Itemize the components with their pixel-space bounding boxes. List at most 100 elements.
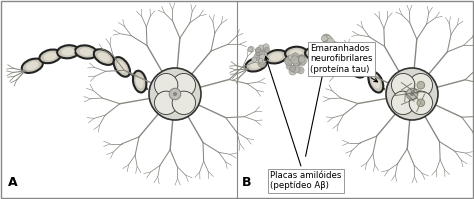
Circle shape bbox=[386, 68, 438, 120]
Ellipse shape bbox=[347, 59, 365, 78]
Circle shape bbox=[297, 68, 301, 72]
Circle shape bbox=[322, 34, 331, 43]
Circle shape bbox=[248, 46, 254, 52]
Ellipse shape bbox=[62, 48, 75, 56]
Circle shape bbox=[320, 43, 328, 51]
Circle shape bbox=[155, 73, 178, 97]
Circle shape bbox=[293, 60, 299, 66]
Circle shape bbox=[289, 55, 294, 60]
Circle shape bbox=[257, 49, 265, 57]
Circle shape bbox=[327, 44, 333, 50]
Circle shape bbox=[257, 51, 264, 58]
Text: B: B bbox=[242, 176, 252, 189]
Circle shape bbox=[256, 52, 260, 56]
Ellipse shape bbox=[22, 59, 43, 73]
Circle shape bbox=[263, 57, 268, 62]
Ellipse shape bbox=[136, 75, 144, 88]
Circle shape bbox=[297, 59, 303, 65]
Circle shape bbox=[297, 67, 304, 74]
Circle shape bbox=[323, 42, 331, 50]
Circle shape bbox=[327, 52, 331, 57]
Circle shape bbox=[289, 68, 296, 75]
Circle shape bbox=[324, 42, 331, 49]
Ellipse shape bbox=[326, 52, 346, 67]
Ellipse shape bbox=[39, 50, 61, 63]
Circle shape bbox=[323, 41, 332, 49]
Circle shape bbox=[328, 50, 333, 55]
Ellipse shape bbox=[265, 50, 287, 63]
Circle shape bbox=[409, 73, 432, 97]
Circle shape bbox=[333, 42, 337, 46]
Ellipse shape bbox=[98, 52, 110, 62]
Circle shape bbox=[263, 44, 269, 50]
Circle shape bbox=[299, 56, 305, 63]
Circle shape bbox=[392, 91, 415, 115]
Circle shape bbox=[296, 58, 302, 64]
Ellipse shape bbox=[250, 60, 263, 69]
Ellipse shape bbox=[133, 71, 146, 93]
Ellipse shape bbox=[290, 49, 302, 57]
Circle shape bbox=[326, 44, 333, 50]
Circle shape bbox=[286, 63, 292, 69]
Circle shape bbox=[284, 57, 293, 65]
Circle shape bbox=[319, 50, 328, 58]
Text: Emaranhados
neurofibrilares
(proteína tau): Emaranhados neurofibrilares (proteína ta… bbox=[310, 44, 378, 82]
Circle shape bbox=[258, 45, 264, 50]
Circle shape bbox=[255, 47, 261, 53]
Ellipse shape bbox=[246, 58, 267, 72]
Circle shape bbox=[318, 44, 323, 50]
Circle shape bbox=[299, 55, 304, 60]
Circle shape bbox=[299, 56, 307, 64]
Circle shape bbox=[327, 44, 334, 51]
Circle shape bbox=[324, 44, 333, 53]
Circle shape bbox=[331, 42, 336, 47]
Circle shape bbox=[264, 47, 270, 53]
Circle shape bbox=[417, 99, 425, 107]
Circle shape bbox=[410, 92, 414, 96]
Circle shape bbox=[155, 91, 178, 115]
Circle shape bbox=[169, 88, 181, 100]
Circle shape bbox=[172, 91, 195, 115]
Circle shape bbox=[252, 57, 257, 62]
Circle shape bbox=[172, 73, 195, 97]
Ellipse shape bbox=[310, 50, 322, 58]
Circle shape bbox=[255, 48, 260, 53]
Ellipse shape bbox=[80, 48, 92, 56]
Circle shape bbox=[406, 88, 418, 100]
Circle shape bbox=[258, 58, 263, 63]
Circle shape bbox=[293, 63, 299, 68]
Circle shape bbox=[417, 81, 425, 89]
Circle shape bbox=[327, 38, 334, 45]
Circle shape bbox=[292, 53, 299, 59]
Circle shape bbox=[290, 65, 296, 72]
Ellipse shape bbox=[114, 57, 130, 77]
Circle shape bbox=[260, 54, 265, 60]
Ellipse shape bbox=[26, 61, 39, 70]
Ellipse shape bbox=[372, 76, 380, 88]
Ellipse shape bbox=[368, 72, 383, 93]
Ellipse shape bbox=[75, 45, 97, 59]
Circle shape bbox=[257, 53, 262, 57]
Circle shape bbox=[291, 56, 299, 64]
Circle shape bbox=[299, 59, 306, 66]
Circle shape bbox=[322, 50, 327, 54]
Ellipse shape bbox=[285, 47, 307, 60]
Circle shape bbox=[409, 91, 432, 115]
Circle shape bbox=[293, 61, 298, 65]
Circle shape bbox=[258, 59, 266, 67]
Circle shape bbox=[292, 64, 300, 73]
Ellipse shape bbox=[117, 61, 127, 73]
Circle shape bbox=[149, 68, 201, 120]
Circle shape bbox=[287, 56, 292, 60]
Circle shape bbox=[328, 40, 335, 47]
Circle shape bbox=[296, 56, 304, 63]
Text: A: A bbox=[8, 176, 18, 189]
Circle shape bbox=[321, 36, 328, 42]
Circle shape bbox=[254, 54, 261, 60]
Ellipse shape bbox=[305, 47, 327, 61]
Circle shape bbox=[261, 52, 267, 58]
Circle shape bbox=[255, 49, 263, 56]
Circle shape bbox=[325, 52, 328, 56]
Ellipse shape bbox=[94, 49, 114, 65]
Circle shape bbox=[325, 36, 332, 43]
